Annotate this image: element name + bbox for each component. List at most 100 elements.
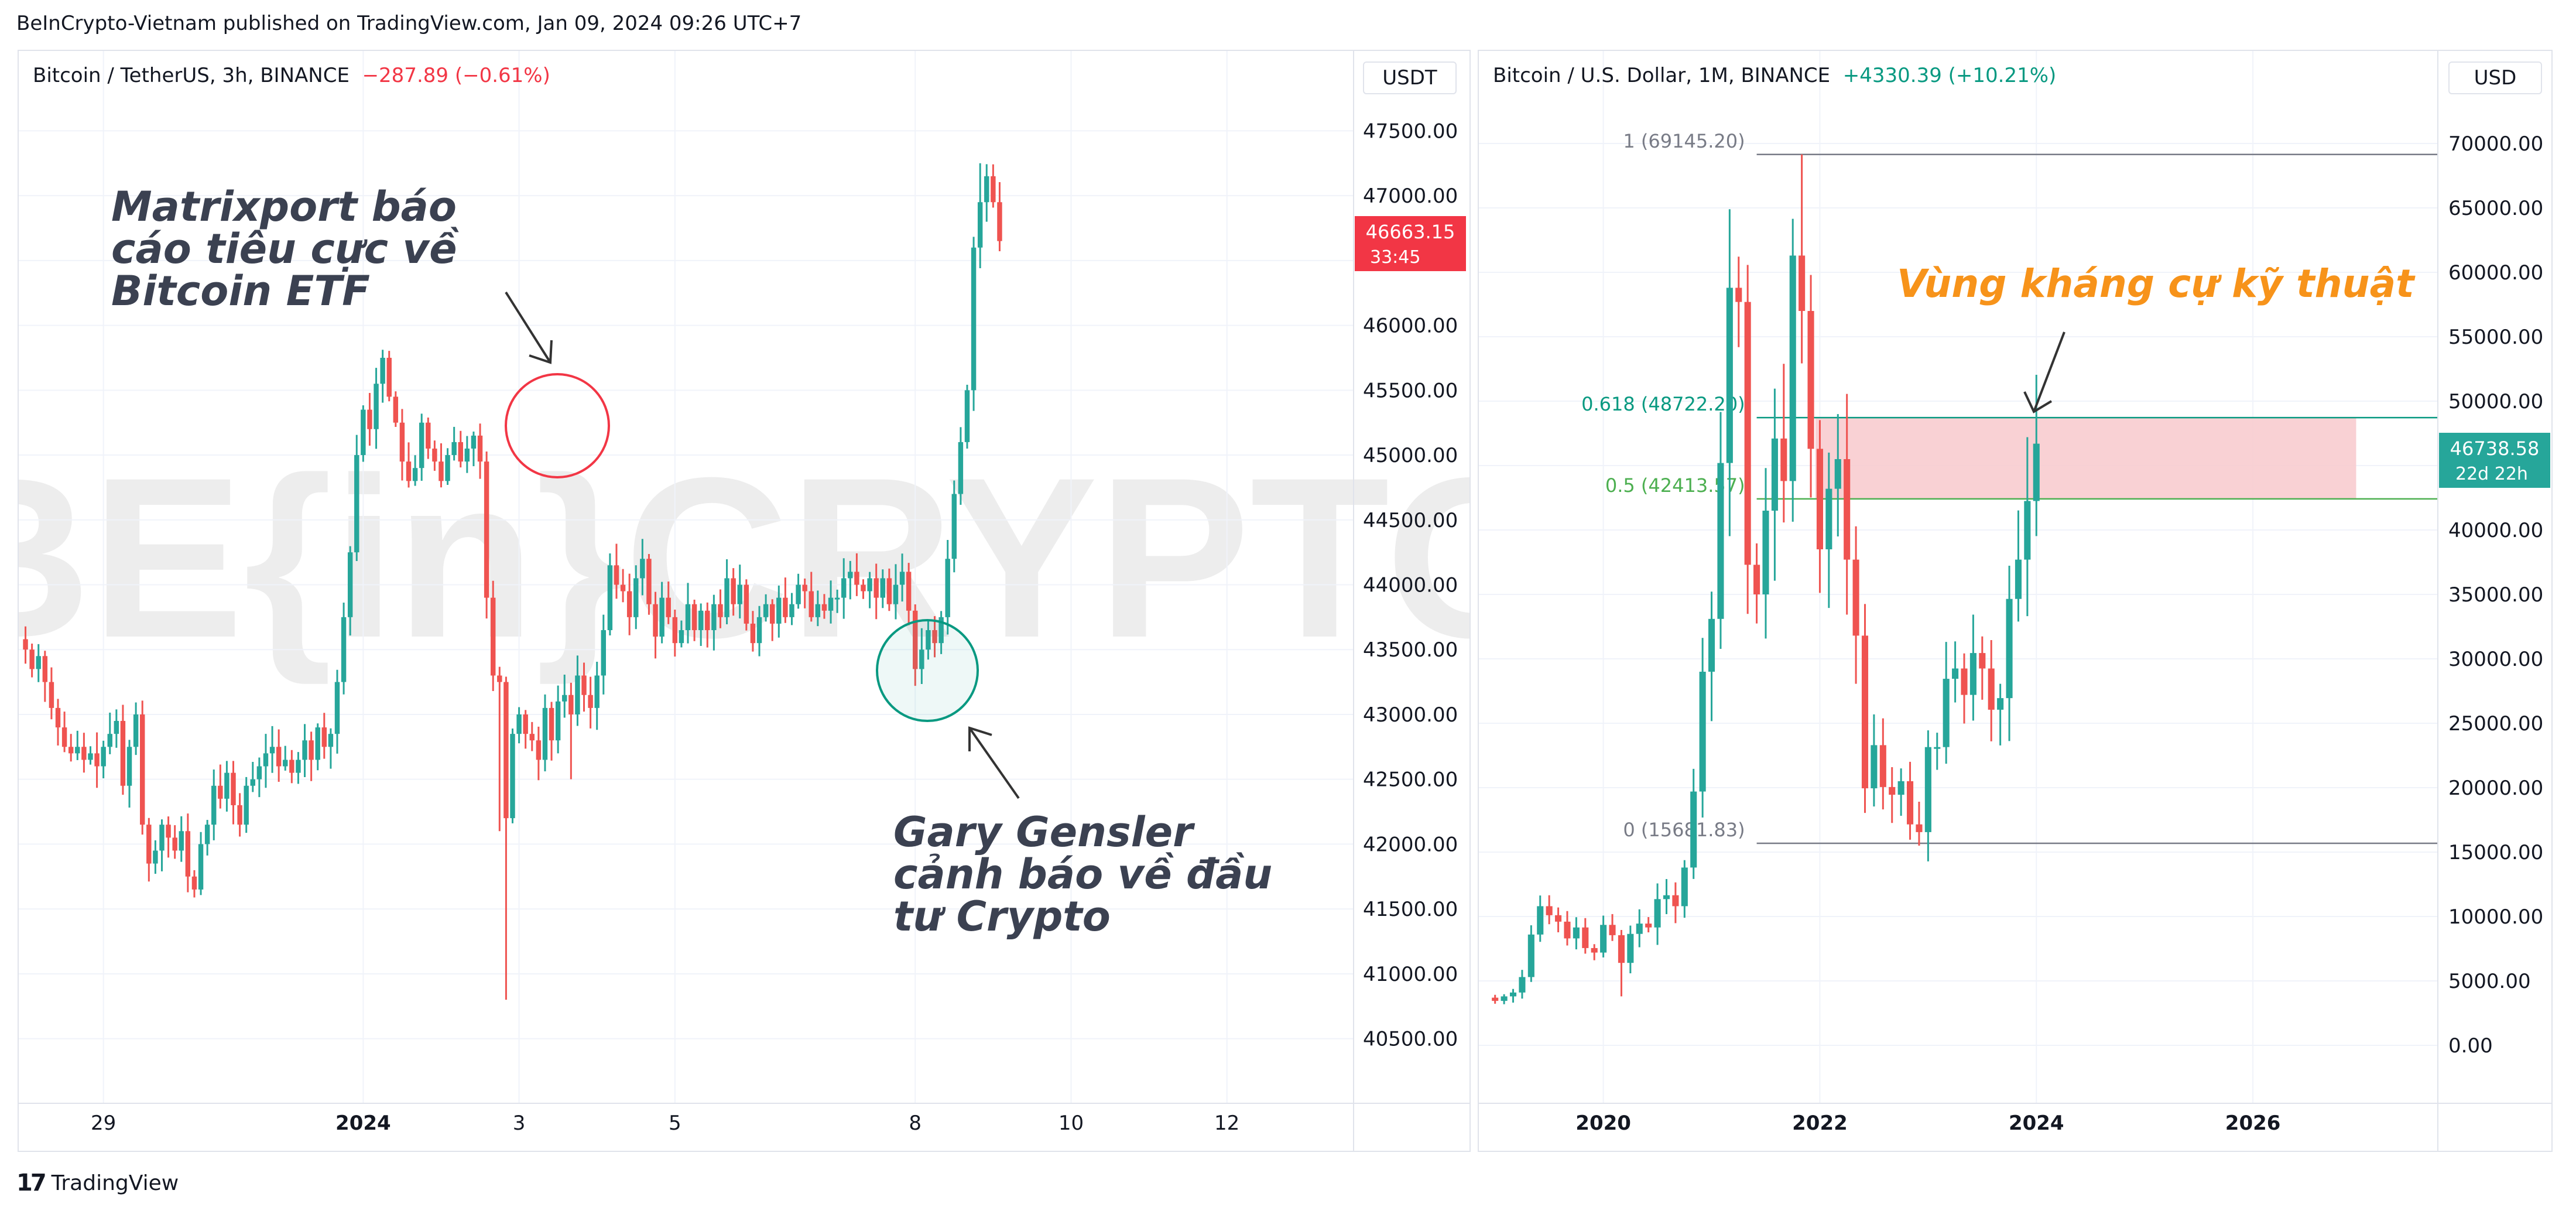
candle xyxy=(1663,879,1670,914)
candle xyxy=(2006,566,2013,741)
candle-body xyxy=(101,747,106,767)
candle-body xyxy=(718,604,723,617)
candle xyxy=(256,757,262,798)
candle-body xyxy=(705,610,710,631)
tradingview-footer[interactable]: 17 TradingView xyxy=(16,1168,179,1198)
candle-body xyxy=(1897,781,1904,795)
candle xyxy=(159,819,165,871)
symbol-title-left: Bitcoin / TetherUS, 3h, BINANCE −287.89 … xyxy=(33,64,550,87)
chart-canvas-right[interactable]: 1 (69145.20) 0.618 (48722.20) 0.5 (42413.5… xyxy=(1479,51,2551,1151)
candle xyxy=(1871,714,1878,807)
candle-body xyxy=(880,578,885,598)
candle-body xyxy=(1501,996,1508,1001)
candle xyxy=(309,731,314,781)
candle xyxy=(1681,860,1688,918)
candle-body xyxy=(445,455,450,481)
candle xyxy=(958,427,964,505)
candle-body xyxy=(107,734,112,747)
y-tick-label: 43500.00 xyxy=(1363,638,1458,662)
fib-level-label: 0.618 (48722.20) xyxy=(1581,393,1745,415)
candle xyxy=(542,694,548,772)
candle xyxy=(718,589,723,628)
candle-body xyxy=(283,760,288,767)
candle-body xyxy=(997,202,1002,241)
candle-body xyxy=(1519,977,1526,993)
annotation-gensler: Gary Gensler cảnh báo về đầu tư Crypto xyxy=(893,808,1272,941)
candle xyxy=(1546,895,1553,925)
currency-button-left[interactable]: USDT xyxy=(1363,61,1457,94)
candle-body xyxy=(1943,679,1950,747)
y-tick-label: 20000.00 xyxy=(2448,777,2543,800)
watermark: BE{in}CRYPTO xyxy=(19,430,1469,686)
candle xyxy=(432,440,437,471)
candle xyxy=(932,616,937,658)
candle xyxy=(1753,543,1760,624)
candle xyxy=(191,870,197,898)
candle xyxy=(302,724,307,777)
candle-body xyxy=(672,617,678,644)
candle-body xyxy=(1699,672,1706,792)
candle xyxy=(737,565,742,618)
candle xyxy=(412,455,418,486)
candle-body xyxy=(1961,668,1968,695)
candle-body xyxy=(1780,438,1787,481)
chart-canvas-left[interactable]: BE{in}CRYPTO 47500.0047000.0046500.00460… xyxy=(19,51,1469,1151)
candle-body xyxy=(809,591,814,617)
candle xyxy=(607,553,613,635)
candle xyxy=(1979,636,1986,700)
candle-body xyxy=(1537,906,1544,935)
candle-body xyxy=(1879,745,1886,787)
candle-body xyxy=(873,578,879,598)
candle xyxy=(42,651,48,702)
candle xyxy=(101,740,106,778)
candle xyxy=(36,644,41,682)
candle-body xyxy=(2015,559,2022,599)
candle xyxy=(172,825,177,859)
candle-body xyxy=(393,396,399,423)
candle-body xyxy=(471,435,477,449)
candle-body xyxy=(867,578,872,591)
change-left: −287.89 (−0.61%) xyxy=(362,64,550,87)
candle xyxy=(614,543,619,599)
chart-panel-btcusd-1m[interactable]: 1 (69145.20) 0.618 (48722.20) 0.5 (42413.5… xyxy=(1478,50,2553,1152)
candle xyxy=(601,614,607,695)
symbol-title-right: Bitcoin / U.S. Dollar, 1M, BINANCE +4330… xyxy=(1493,64,2057,87)
candle xyxy=(834,589,840,613)
candle xyxy=(1654,883,1661,945)
chart-panel-btcusdt-3h[interactable]: BE{in}CRYPTO 47500.0047000.0046500.00460… xyxy=(18,50,1471,1152)
candle-body xyxy=(1717,463,1724,619)
candle xyxy=(185,813,191,892)
candle xyxy=(1997,683,2004,746)
candle-body xyxy=(491,597,496,676)
candle xyxy=(984,164,989,222)
candle xyxy=(977,163,983,269)
candle-body xyxy=(945,559,950,617)
candle-body xyxy=(516,714,522,734)
candle-body xyxy=(626,591,632,617)
candle-body xyxy=(166,825,171,838)
candle-body xyxy=(412,468,418,481)
y-tick-label: 30000.00 xyxy=(2448,648,2543,671)
candle xyxy=(626,573,632,635)
candle-body xyxy=(1924,747,1931,832)
x-tick-label: 2026 xyxy=(2225,1112,2281,1135)
candle xyxy=(1726,209,1733,536)
candle xyxy=(906,563,912,625)
currency-button-right[interactable]: USD xyxy=(2448,61,2542,94)
candle-body xyxy=(1645,924,1652,928)
svg-text:46738.58: 46738.58 xyxy=(2450,437,2540,460)
candle xyxy=(296,752,301,784)
candle-body xyxy=(146,825,152,864)
candle xyxy=(23,626,28,664)
candle xyxy=(899,553,905,602)
candle xyxy=(244,777,249,833)
candle xyxy=(341,603,347,695)
y-tick-label: 70000.00 xyxy=(2448,132,2543,156)
candle-body xyxy=(1636,924,1643,934)
candle-body xyxy=(1969,653,1976,695)
y-tick-label: 45500.00 xyxy=(1363,379,1458,402)
candle-body xyxy=(828,597,834,611)
svg-text:cảnh báo về đầu: cảnh báo về đầu xyxy=(893,850,1272,898)
candle-body xyxy=(302,740,307,760)
y-tick-label: 47500.00 xyxy=(1363,119,1458,143)
